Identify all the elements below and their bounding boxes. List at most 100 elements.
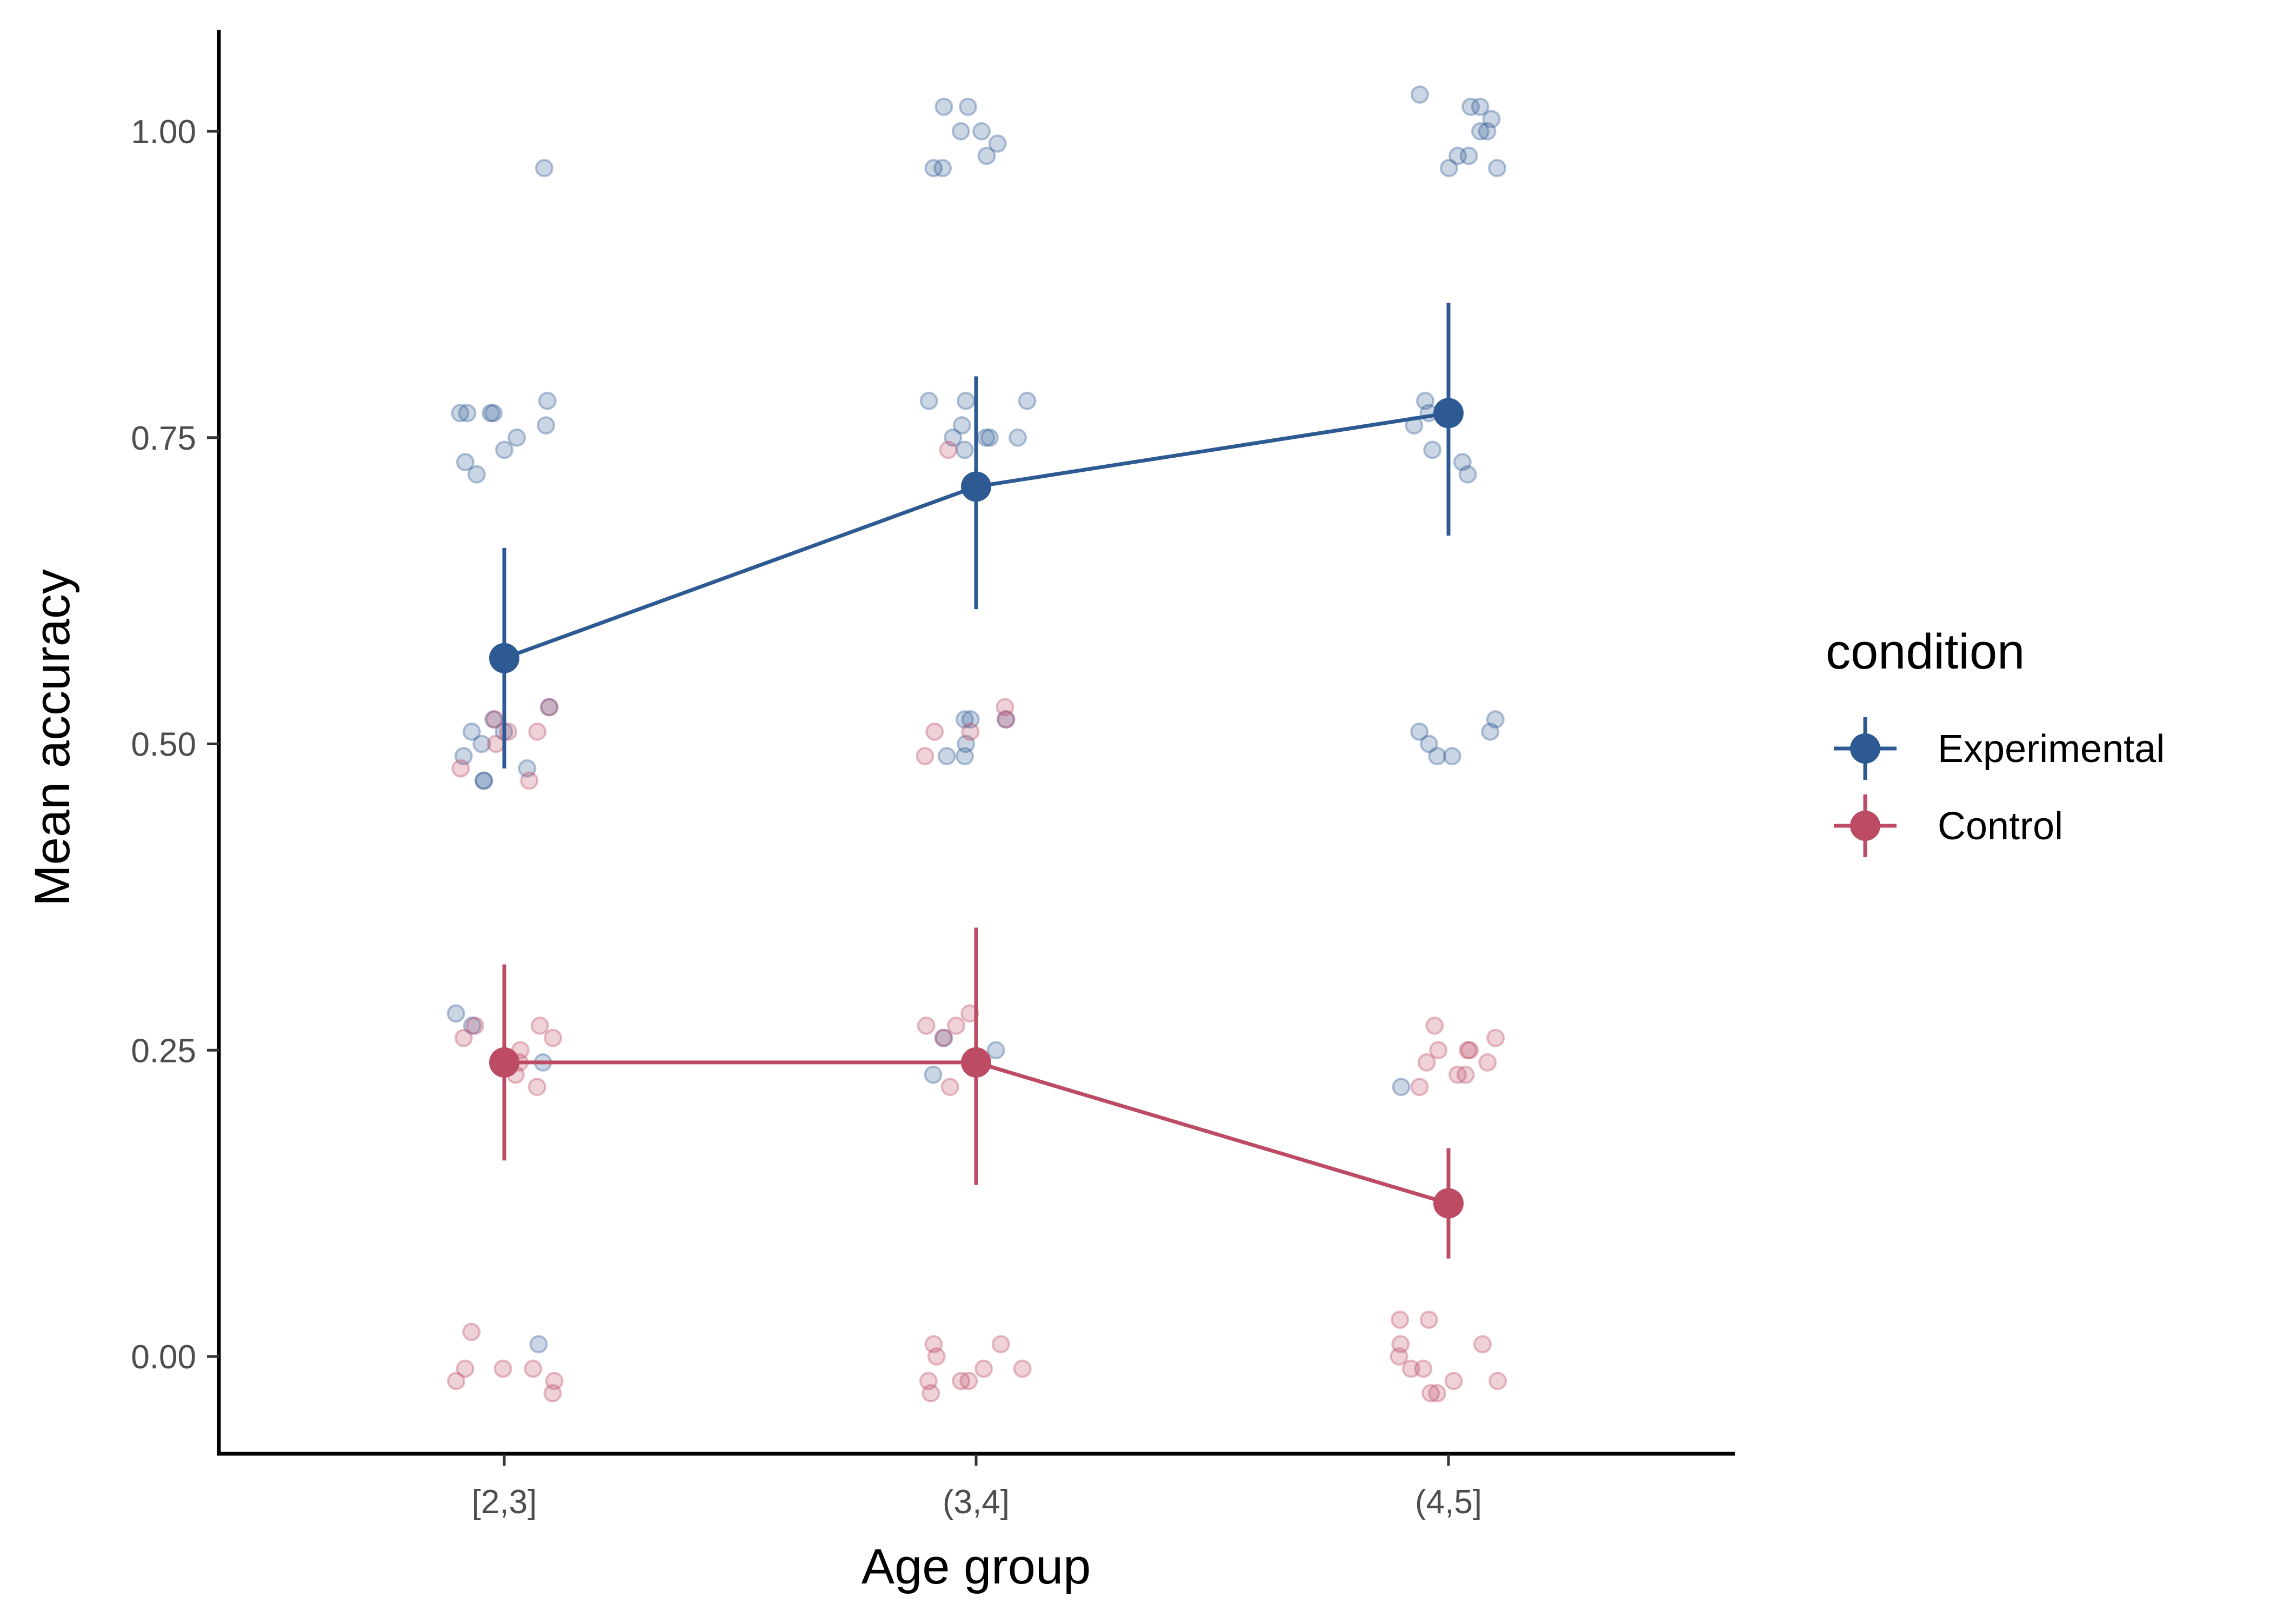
jitter-point (925, 722, 944, 741)
jitter-point (539, 698, 558, 717)
jitter-point (544, 1028, 563, 1047)
jitter-point (1448, 1065, 1467, 1084)
jitter-point (919, 1372, 938, 1391)
x-tick-label: (4,5] (1415, 1483, 1482, 1521)
jitter-point (1439, 159, 1458, 178)
jitter-point (1419, 1310, 1438, 1329)
jitter-point (454, 1028, 473, 1047)
jitter-point (961, 710, 980, 729)
jitter-point (1008, 428, 1027, 447)
jitter-point (493, 1359, 512, 1378)
mean-point (1433, 398, 1464, 429)
jitter-point (1428, 747, 1447, 766)
jitter-point (1392, 1078, 1411, 1097)
jitter-point (543, 1384, 562, 1403)
jitter-point (465, 1016, 484, 1035)
jitter-point (1459, 146, 1478, 165)
legend-label: Experimental (1938, 727, 2165, 771)
jitter-point (528, 1078, 546, 1097)
jitter-point (462, 1322, 481, 1341)
x-axis-ticks: [2,3] (3,4] (4,5] (472, 1454, 1482, 1521)
legend-key-point (1850, 733, 1880, 764)
jitter-point (1461, 97, 1480, 116)
error-bars-layer (502, 303, 1451, 1259)
jitter-point (538, 391, 557, 410)
jitter-point (1410, 85, 1429, 104)
jitter-point (446, 1004, 465, 1023)
jitter-point (1428, 1384, 1447, 1403)
x-tick-label: (3,4] (943, 1483, 1010, 1521)
mean-point (1433, 1188, 1464, 1219)
jitter-point (456, 453, 475, 472)
jitter-point (924, 1335, 943, 1354)
jitter-point (991, 1335, 1010, 1354)
jitter-point (545, 1372, 564, 1391)
jitter-point (927, 1347, 946, 1366)
jitter-point (1423, 440, 1442, 459)
jitter-point (972, 122, 991, 141)
jitter-points-layer (446, 85, 1507, 1403)
jitter-point (980, 428, 999, 447)
jitter-point (537, 416, 556, 435)
legend-title: condition (1826, 624, 2025, 679)
y-tick-label: 0.00 (131, 1339, 196, 1376)
jitter-point (1460, 1041, 1479, 1060)
jitter-point (961, 722, 980, 741)
jitter-point (997, 710, 1016, 729)
jitter-point (1471, 122, 1490, 141)
jitter-point (958, 97, 977, 116)
jitter-point (508, 428, 526, 447)
jitter-point (939, 440, 958, 459)
jitter-point (1458, 465, 1477, 484)
jitter-point (475, 771, 493, 790)
mean-point (961, 471, 991, 502)
legend: condition Experimental Control (1826, 624, 2165, 857)
jitter-point (472, 734, 491, 753)
jitter-point (1478, 122, 1497, 141)
x-axis-title: Age group (862, 1539, 1091, 1594)
jitter-point (451, 404, 470, 423)
jitter-point (467, 465, 486, 484)
jitter-point (535, 159, 553, 178)
jitter-point (934, 1028, 953, 1047)
jitter-point (1471, 97, 1490, 116)
jitter-point (486, 734, 505, 753)
jitter-point (1444, 1372, 1463, 1391)
mean-points-layer (489, 398, 1464, 1219)
jitter-point (1410, 722, 1429, 741)
jitter-point (1443, 747, 1461, 766)
jitter-point (934, 97, 953, 116)
jitter-point (528, 722, 547, 741)
y-tick-label: 0.50 (131, 726, 196, 764)
jitter-point (1401, 1359, 1420, 1378)
jitter-point (937, 747, 956, 766)
jitter-point (933, 159, 952, 178)
jitter-point (1453, 453, 1472, 472)
jitter-point (520, 771, 539, 790)
jitter-point (977, 428, 996, 447)
jitter-point (955, 747, 974, 766)
mean-point (961, 1047, 991, 1078)
jitter-point (1448, 146, 1467, 165)
legend-key-point (1850, 811, 1880, 841)
jitter-point (959, 1372, 978, 1391)
y-tick-label: 0.25 (131, 1032, 196, 1070)
jitter-point (951, 122, 970, 141)
jitter-point (458, 404, 477, 423)
jitter-point (952, 416, 971, 435)
jitter-point (1478, 1053, 1497, 1072)
jitter-point (495, 440, 514, 459)
x-tick-label: [2,3] (472, 1483, 537, 1521)
jitter-point (1391, 1335, 1410, 1354)
jitter-point (955, 440, 974, 459)
jitter-point (524, 1359, 543, 1378)
jitter-point (540, 698, 559, 717)
jitter-point (974, 1359, 993, 1378)
jitter-point (924, 159, 943, 178)
jitter-point (1456, 1065, 1475, 1084)
mean-point (489, 643, 519, 673)
jitter-point (1414, 1359, 1433, 1378)
jitter-point (1482, 110, 1501, 129)
